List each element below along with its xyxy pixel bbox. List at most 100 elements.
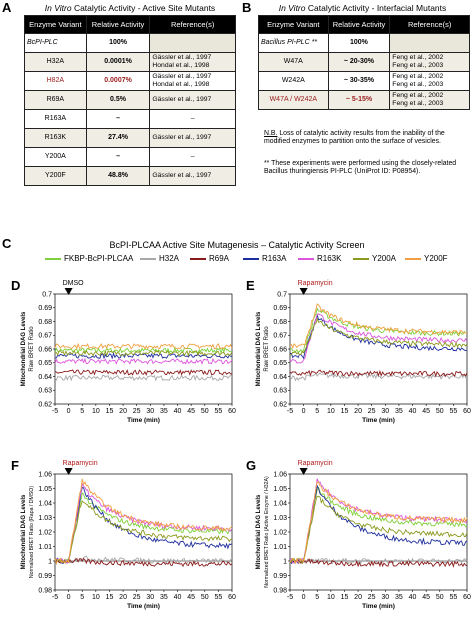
series-line-r163a: [290, 313, 468, 360]
y-tick-label: 0.63: [38, 388, 52, 395]
y-tick-label: 0.64: [273, 374, 287, 381]
x-tick-label: 10: [92, 408, 100, 415]
x-tick-label: 0: [67, 408, 71, 415]
y-tick-label: 0.98: [273, 587, 287, 594]
y-tick-label: 0.62: [273, 401, 287, 408]
x-tick-label: 20: [354, 408, 362, 415]
variant-cell: H82A: [24, 71, 87, 91]
x-tick-label: 35: [160, 408, 168, 415]
series-line-y200a: [54, 349, 233, 358]
activity-cell: 100%: [85, 33, 151, 53]
x-tick-label: 55: [214, 408, 222, 415]
x-tick-label: 50: [201, 408, 209, 415]
variant-cell: W242A: [258, 71, 329, 91]
legend-label: FKBP-BcPI-PLCAA: [64, 254, 134, 263]
x-tick-label: -5: [52, 408, 58, 415]
x-tick-label: 10: [327, 408, 335, 415]
y-tick-label: 0.98: [38, 587, 52, 594]
y-tick-label: 1.04: [273, 500, 287, 507]
y-tick-label: 0.69: [273, 305, 287, 312]
legend-label: Y200F: [424, 254, 448, 263]
series-line-r163a: [289, 484, 468, 565]
reference-cell: [149, 33, 236, 53]
x-tick-label: 45: [187, 594, 195, 601]
x-axis-label: Time (min): [127, 417, 160, 424]
trigger-label: Rapamycin: [63, 460, 98, 467]
series-line-r69a: [54, 557, 233, 568]
active-site-table: Enzyme Variant Relative Activity Reference…: [24, 15, 236, 186]
charts-area: 0.70.690.680.670.660.650.640.630.62-5 0 5 1…: [11, 278, 471, 610]
x-axis-label: Time (min): [127, 603, 160, 610]
panel-letter: G: [246, 458, 256, 473]
panel-b-note-2: ** These experiments were performed usin…: [264, 160, 457, 176]
x-tick-label: 25: [368, 594, 376, 601]
y-tick-label: 1.03: [38, 515, 52, 522]
x-tick-label: 60: [228, 408, 236, 415]
trigger-arrow-icon: [299, 288, 308, 295]
x-tick-label: 0: [67, 594, 71, 601]
trigger-arrow-icon: [64, 468, 73, 475]
x-tick-label: 50: [201, 594, 209, 601]
table-b-row: Bacillus PI-PLC ** 100%: [258, 33, 470, 53]
table-a-row: H32A 0.0001% Gässler et al., 1997 Hondal et…: [24, 52, 236, 72]
x-tick-label: 35: [160, 594, 168, 601]
x-tick-label: 0: [302, 594, 306, 601]
y-tick-label: 0.67: [38, 333, 52, 340]
x-tick-label: 55: [449, 594, 457, 601]
y-tick-label: 1.02: [273, 529, 287, 536]
series-line-y200f: [289, 303, 468, 350]
y-tick-label: 1.02: [38, 529, 52, 536]
legend-label: H32A: [159, 254, 180, 263]
panel-c-letter: C: [2, 236, 12, 251]
x-tick-label: 40: [174, 408, 182, 415]
x-tick-label: 45: [422, 594, 430, 601]
y-tick-label: 0.7: [277, 291, 287, 298]
y-tick-label: 0.67: [273, 333, 287, 340]
table-a-header-2: Reference(s): [149, 15, 236, 34]
series-line-r163a: [54, 352, 233, 360]
x-tick-label: 0: [302, 408, 306, 415]
y-tick-label: 0.69: [38, 305, 52, 312]
activity-cell: ~ 5-15%: [327, 90, 391, 110]
reference-cell: Gässler et al., 1997: [149, 128, 236, 148]
series-line-r69a: [289, 369, 468, 378]
y-axis-label-2: Normalized BRET Ratio (Active Enzyme / H…: [264, 476, 270, 588]
series-line-fkbp-bcpi-plcaa: [289, 486, 468, 563]
table-b-header-0: Enzyme Variant: [258, 15, 329, 34]
series-line-y200f: [54, 342, 233, 350]
activity-cell: 0.0007%: [85, 71, 151, 91]
legend-item: Y200F: [405, 254, 448, 263]
panel-letter: D: [11, 278, 20, 293]
chart-panel-e: 0.7 0.69 0.68 0.67 0.66 0.65 0.64 0.63 0.62-5 0 5 1…: [246, 278, 471, 424]
x-tick-label: 30: [381, 408, 389, 415]
y-tick-label: 1.04: [38, 500, 52, 507]
reference-cell: –: [149, 147, 236, 167]
y-axis-label-2: Normalized BRET Ratio (Rapa / DMSO): [29, 486, 35, 578]
y-tick-label: 0.66: [273, 346, 287, 353]
series-line-r69a: [289, 558, 468, 568]
series-line-r163k: [289, 478, 468, 564]
x-tick-label: -5: [287, 594, 293, 601]
x-tick-label: 15: [341, 594, 349, 601]
activity-cell: 27.4%: [85, 128, 151, 148]
series-line-h32a: [289, 372, 468, 382]
x-tick-label: 60: [463, 408, 471, 415]
y-tick-label: 0.68: [273, 319, 287, 326]
x-tick-label: 30: [146, 594, 154, 601]
table-b-header-2: Reference(s): [389, 15, 470, 34]
activity-cell: –: [85, 147, 151, 167]
y-tick-label: 0.7: [42, 291, 52, 298]
x-tick-label: 35: [395, 594, 403, 601]
legend-item: R69A: [190, 254, 229, 263]
y-tick-label: 0.65: [38, 360, 52, 367]
chart-panel-d: 0.7 0.69 0.68 0.67 0.66 0.65 0.64 0.63 0.62-5 0 5 1…: [11, 278, 236, 424]
table-a-row: BcPI-PLC 100%: [24, 33, 236, 53]
y-tick-label: 0.65: [273, 360, 287, 367]
table-a-row: Y200A – –: [24, 147, 236, 167]
legend-item: FKBP-BcPI-PLCAA: [45, 254, 133, 263]
trigger-label: DMSO: [63, 280, 85, 287]
y-tick-label: 0.62: [38, 401, 52, 408]
series-line-y200a: [289, 317, 468, 356]
reference-cell: Gässler et al., 1997: [149, 90, 236, 110]
series-line-r69a: [54, 369, 233, 376]
